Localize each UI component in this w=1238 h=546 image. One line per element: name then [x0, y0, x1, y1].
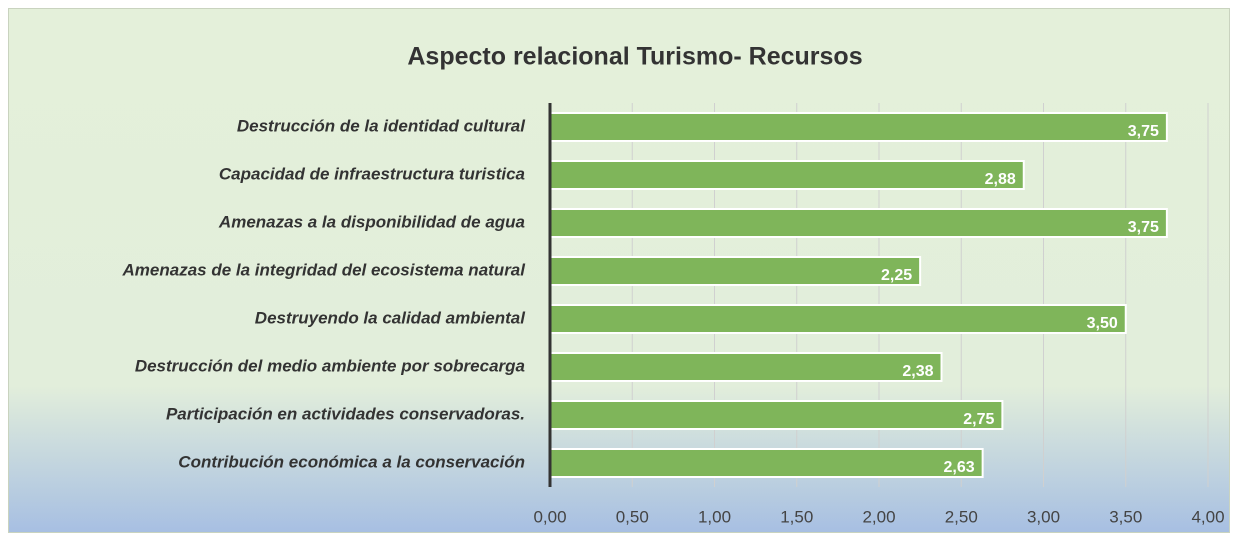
y-tick-label: Amenazas a la disponibilidad de agua	[218, 212, 525, 231]
data-label: 2,63	[943, 459, 974, 476]
x-tick-label: 4,00	[1191, 507, 1224, 526]
bar	[549, 256, 922, 286]
x-tick-label: 1,50	[780, 507, 813, 526]
bar	[549, 448, 984, 478]
data-label: 3,50	[1087, 315, 1118, 332]
chart-title: Aspecto relacional Turismo- Recursos	[407, 43, 862, 71]
x-tick-label: 0,00	[533, 507, 566, 526]
data-label: 3,75	[1128, 219, 1159, 236]
bar	[549, 112, 1168, 142]
x-tick-label: 2,50	[945, 507, 978, 526]
y-tick-label: Contribución económica a la conservación	[178, 452, 525, 471]
bar	[549, 304, 1127, 334]
data-label: 2,38	[902, 363, 933, 380]
bar	[549, 160, 1025, 190]
y-tick-label: Destrucción del medio ambiente por sobre…	[135, 356, 525, 375]
x-tick-label: 3,00	[1027, 507, 1060, 526]
x-tick-label: 1,00	[698, 507, 731, 526]
bar	[549, 208, 1168, 238]
bar	[549, 400, 1004, 430]
y-tick-label: Destruyendo la calidad ambiental	[255, 308, 526, 327]
y-tick-label: Amenazas de la integridad del ecosistema…	[122, 260, 527, 279]
y-tick-label: Destrucción de la identidad cultural	[237, 116, 526, 135]
x-tick-label: 0,50	[616, 507, 649, 526]
x-tick-label: 3,50	[1109, 507, 1142, 526]
bar	[549, 352, 943, 382]
y-tick-label: Capacidad de infraestructura turistica	[219, 164, 525, 183]
x-tick-label: 2,00	[862, 507, 895, 526]
data-label: 2,75	[963, 411, 994, 428]
y-tick-label: Participación en actividades conservador…	[166, 404, 525, 423]
data-label: 2,25	[881, 267, 912, 284]
data-label: 3,75	[1128, 123, 1159, 140]
data-label: 2,88	[985, 171, 1016, 188]
